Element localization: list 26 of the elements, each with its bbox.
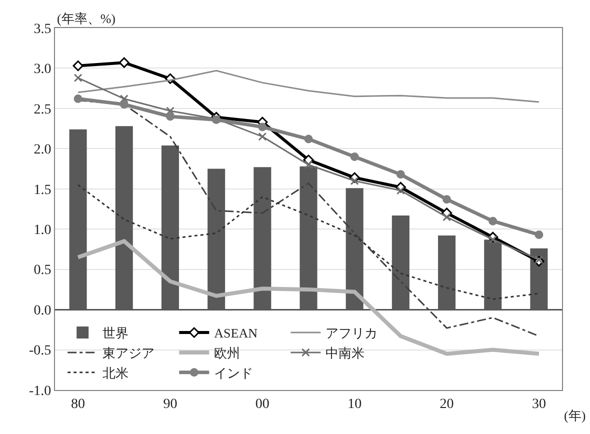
y-tick-label: 0.0 bbox=[34, 303, 52, 318]
legend-label: ASEAN bbox=[214, 326, 258, 341]
legend-label: アフリカ bbox=[326, 326, 378, 341]
y-tick-label: -0.5 bbox=[29, 344, 52, 359]
x-tick-label: 90 bbox=[163, 396, 178, 412]
x-axis-title: (年) bbox=[564, 408, 586, 423]
y-tick-label: 1.0 bbox=[34, 223, 52, 238]
x-tick-label: 00 bbox=[255, 396, 270, 412]
legend-label: インド bbox=[214, 365, 254, 380]
legend-label: 中南米 bbox=[326, 346, 365, 361]
y-tick-label: 3.0 bbox=[34, 62, 52, 78]
legend-label: 世界 bbox=[102, 326, 129, 341]
legend-label: 東アジア bbox=[102, 346, 155, 361]
legend-label: 欧州 bbox=[214, 346, 240, 361]
y-tick-label: 3.5 bbox=[34, 22, 52, 37]
y-tick-label: 2.0 bbox=[34, 142, 52, 158]
x-tick-label: 30 bbox=[532, 396, 546, 412]
y-tick-label: 1.5 bbox=[34, 182, 52, 198]
x-tick-label: 20 bbox=[440, 396, 454, 412]
y-tick-label: -1.0 bbox=[29, 384, 52, 399]
y-tick-label: 0.5 bbox=[34, 263, 52, 278]
x-tick-label: 80 bbox=[71, 396, 86, 412]
y-axis-title: (年率、%) bbox=[57, 11, 116, 26]
x-tick-label: 10 bbox=[348, 396, 362, 412]
y-tick-label: 2.5 bbox=[34, 102, 52, 118]
legend-label: 北米 bbox=[102, 365, 129, 380]
